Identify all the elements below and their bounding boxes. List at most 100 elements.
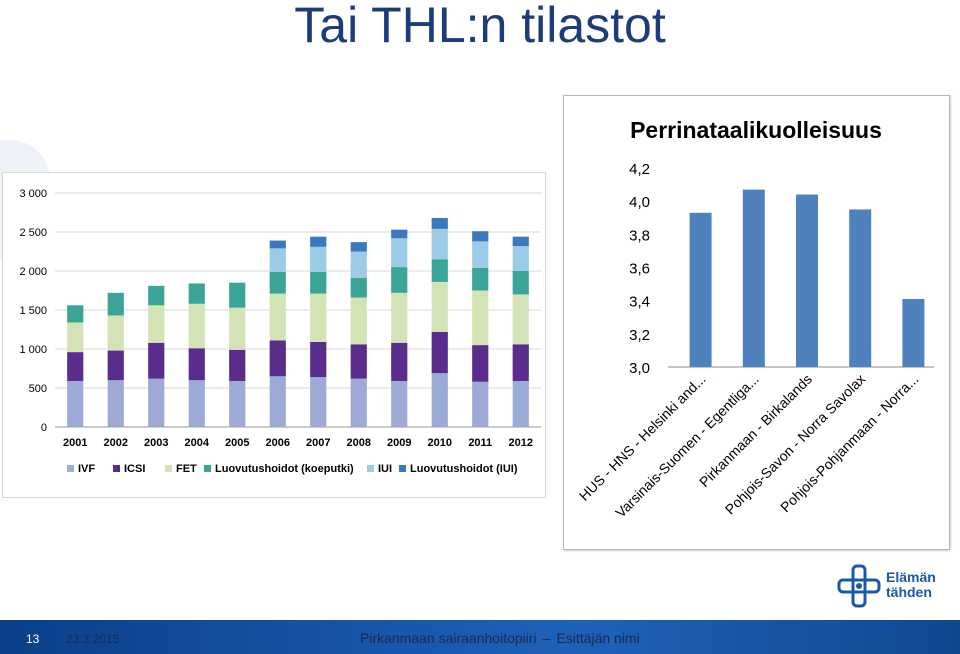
y-tick-label: 4,2 [629, 161, 650, 178]
bar-segment [148, 285, 165, 306]
elaman-tahden-logo: Elämän tähden [836, 564, 946, 608]
bar-segment [472, 267, 489, 291]
legend-swatch [204, 465, 211, 472]
bar-segment [512, 380, 529, 427]
bar-segment [269, 376, 286, 427]
bar-segment [67, 305, 84, 323]
bar-segment [107, 292, 124, 316]
y-tick-label: 500 [29, 383, 47, 395]
y-tick-label: 3 000 [19, 188, 47, 200]
x-tick-label: 2005 [225, 437, 249, 449]
y-tick-label: 3,8 [629, 227, 650, 244]
x-tick-label: 2010 [428, 437, 452, 449]
bar-segment [391, 342, 408, 381]
bar-segment [431, 259, 448, 282]
legend-entry: FET [176, 463, 197, 475]
bar-segment [188, 380, 205, 427]
bar-segment [431, 373, 448, 427]
bar-segment [67, 322, 84, 353]
x-tick-label: 2002 [104, 437, 128, 449]
y-tick-label: 3,6 [629, 261, 650, 278]
bar-segment [350, 344, 367, 379]
bar-segment [269, 293, 286, 341]
bar-segment [350, 251, 367, 279]
bar-segment [269, 248, 286, 272]
x-tick-label: 2007 [306, 437, 330, 449]
page-number: 13 [26, 632, 40, 646]
bar-segment [269, 271, 286, 294]
y-tick-label: 3,0 [629, 360, 650, 377]
x-tick-label: 2012 [509, 437, 533, 449]
bar-segment [472, 381, 489, 427]
organization-name: Pirkanmaan sairaanhoitopiiri [360, 630, 537, 646]
bar-segment [148, 378, 165, 427]
bar [742, 189, 765, 367]
bar-segment [148, 305, 165, 343]
bar-segment [269, 240, 286, 249]
bar-chart: Perrinataalikuolleisuus 3,0 3,2 3,4 3,6 3,8 4,… [576, 117, 934, 521]
legend-swatch [399, 465, 406, 472]
bar-segment [310, 246, 327, 272]
bar-segment [350, 378, 367, 427]
chart-title: Perrinataalikuolleisuus [630, 117, 882, 143]
bar-segment [229, 380, 246, 427]
bar-segment [512, 271, 529, 295]
logo-line-1: Elämän [886, 569, 936, 585]
x-tick-label: 2003 [144, 437, 168, 449]
legend-entry: Luovutushoidot (IUI) [410, 463, 518, 475]
bar-segment [310, 271, 327, 294]
bar [902, 299, 925, 367]
bar-segment [310, 377, 327, 427]
legend-entry: ICSI [124, 463, 145, 475]
bar-segment [431, 331, 448, 374]
bar-segment [391, 292, 408, 343]
y-tick-label: 3,2 [629, 327, 650, 344]
bar-segment [229, 349, 246, 381]
bar-segment [431, 228, 448, 260]
bar-segment [391, 267, 408, 293]
perinatal-mortality-chart: Perrinataalikuolleisuus 3,0 3,2 3,4 3,6 3,8 4,… [563, 95, 950, 550]
x-tick-label: 2011 [468, 437, 492, 449]
bar-segment [107, 380, 124, 427]
bar-segment [310, 341, 327, 378]
bar [689, 212, 712, 367]
bar-segment [310, 236, 327, 247]
stacked-bar-chart: 0 500 1 000 1 500 2 000 2 500 3 000 2001 2002 200… [19, 188, 541, 475]
bar-segment [148, 342, 165, 379]
bar-segment [512, 344, 529, 381]
bar-segment [310, 293, 327, 342]
slide-title: Tai THL:n tilastot [294, 0, 666, 53]
bar-segment [391, 229, 408, 239]
y-tick-label: 4,0 [629, 194, 650, 211]
bar-segment [350, 297, 367, 345]
bar-segment [188, 303, 205, 349]
legend-entry: IVF [78, 463, 95, 475]
cross-logo-icon [837, 564, 881, 608]
bar-segment [188, 283, 205, 304]
ivf-statistics-chart: 0 500 1 000 1 500 2 000 2 500 3 000 2001 2002 200… [2, 172, 546, 498]
bar [849, 209, 872, 367]
x-tick-label: 2001 [63, 437, 87, 449]
bar-segment [107, 350, 124, 381]
bar [796, 194, 818, 367]
logo-line-2: tähden [886, 584, 932, 600]
y-tick-label: 0 [41, 422, 47, 434]
legend-swatch [67, 465, 74, 472]
bar-segment [391, 380, 408, 427]
footer-organization: Pirkanmaan sairaanhoitopiiri – Esittäjän n… [360, 630, 646, 646]
y-tick-label: 2 000 [19, 266, 47, 278]
bar-segment [107, 315, 124, 351]
legend-entry: Luovutushoidot (koeputki) [215, 463, 354, 475]
bar-segment [67, 380, 84, 427]
bar-segment [350, 242, 367, 252]
presenter-name: Esittäjän nimi [556, 630, 640, 646]
bar-segment [67, 352, 84, 381]
bar-segment [512, 294, 529, 345]
footer-separator: – [542, 630, 551, 646]
y-tick-label: 1 500 [19, 305, 47, 317]
bar-segment [512, 246, 529, 271]
x-tick-label: 2006 [266, 437, 290, 449]
legend-swatch [165, 465, 172, 472]
bar-segment [431, 217, 448, 229]
bar-segment [512, 236, 529, 247]
